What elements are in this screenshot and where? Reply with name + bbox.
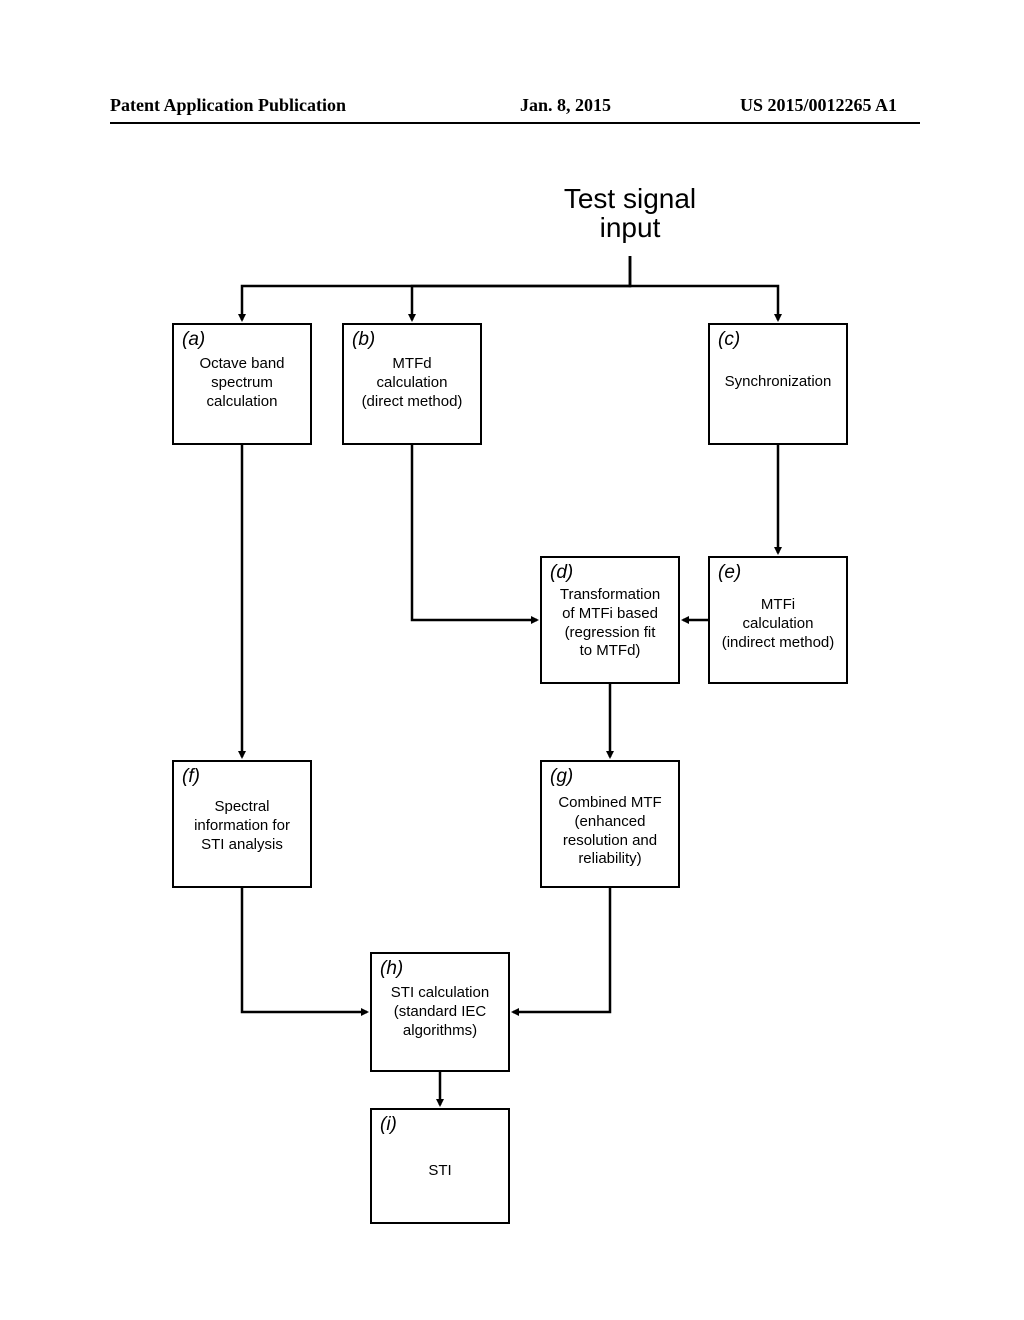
node-f: (f) Spectralinformation forSTI analysis	[172, 760, 312, 888]
node-a-text: Octave bandspectrumcalculation	[174, 355, 310, 411]
node-g: (g) Combined MTF(enhancedresolution andre…	[540, 760, 680, 888]
node-i: (i) STI	[370, 1108, 510, 1224]
node-i-tag: (i)	[380, 1114, 397, 1136]
node-d-text: Transformationof MTFi based(regression f…	[542, 586, 678, 661]
node-d-tag: (d)	[550, 562, 573, 584]
node-b: (b) MTFdcalculation(direct method)	[342, 323, 482, 445]
node-e-tag: (e)	[718, 562, 741, 584]
node-b-text: MTFdcalculation(direct method)	[344, 355, 480, 411]
node-c-tag: (c)	[718, 329, 740, 351]
edge-b-d	[412, 445, 537, 620]
node-d: (d)Transformationof MTFi based(regressio…	[540, 556, 680, 684]
node-a: (a) Octave bandspectrumcalculation	[172, 323, 312, 445]
header-pubno: US 2015/0012265 A1	[740, 95, 897, 116]
header-publication: Patent Application Publication	[110, 95, 346, 116]
node-i-text: STI	[372, 1162, 508, 1181]
node-c-text: Synchronization	[710, 373, 846, 392]
header-date: Jan. 8, 2015	[520, 95, 611, 116]
node-e: (e) MTFicalculation(indirect method)	[708, 556, 848, 684]
edge-title-c	[630, 256, 778, 320]
edge-g-h	[513, 888, 610, 1012]
node-g-tag: (g)	[550, 766, 573, 788]
node-h: (h) STI calculation(standard IECalgorithm…	[370, 952, 510, 1072]
flowchart-arrows	[0, 0, 1024, 1320]
node-c: (c) Synchronization	[708, 323, 848, 445]
node-b-tag: (b)	[352, 329, 375, 351]
node-h-tag: (h)	[380, 958, 403, 980]
node-f-text: Spectralinformation forSTI analysis	[174, 798, 310, 854]
edge-f-h	[242, 888, 367, 1012]
node-h-text: STI calculation(standard IECalgorithms)	[372, 984, 508, 1040]
title-line2: input	[600, 212, 661, 243]
title-line1: Test signal	[564, 183, 696, 214]
edge-title-a	[242, 256, 630, 320]
node-f-tag: (f)	[182, 766, 200, 788]
node-e-text: MTFicalculation(indirect method)	[710, 596, 846, 652]
edge-title-b	[412, 256, 630, 320]
header-rule	[110, 122, 920, 124]
node-g-text: Combined MTF(enhancedresolution andrelia…	[542, 794, 678, 869]
flowchart-title: Test signalinput	[540, 184, 720, 243]
node-a-tag: (a)	[182, 329, 205, 351]
